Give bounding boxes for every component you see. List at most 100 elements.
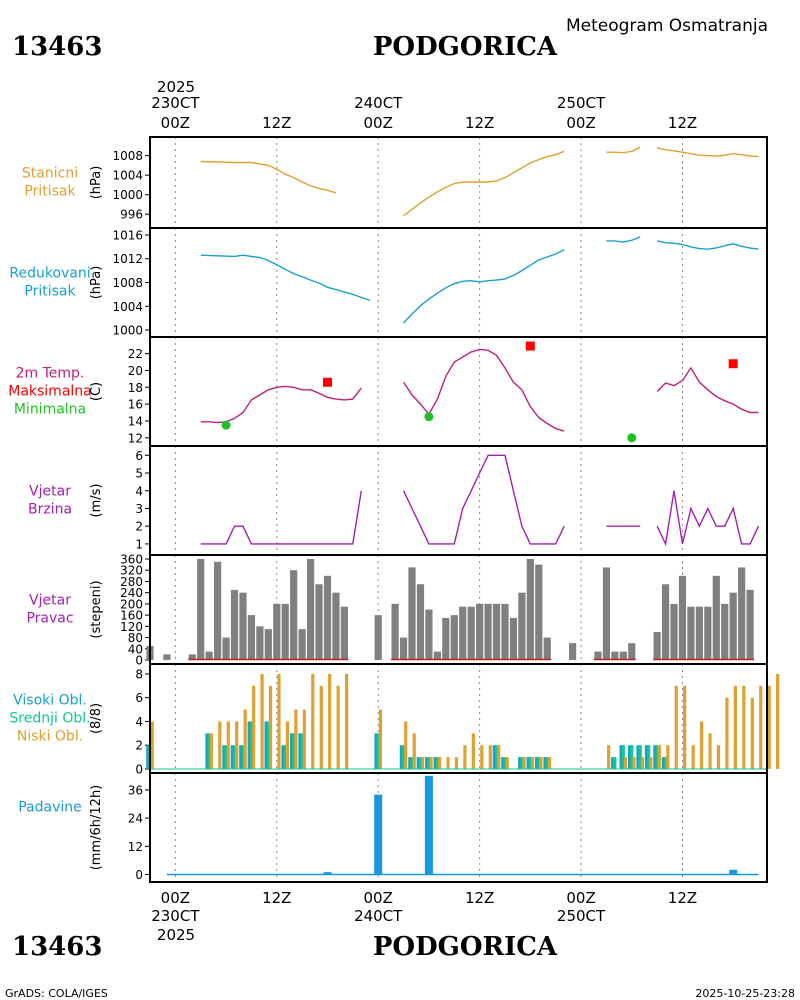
wind-direction-bar [340,606,348,660]
cloud-cover-bar [501,757,505,769]
wind-direction-bar [569,643,577,660]
y-tick-label: 40 [128,642,143,656]
time-label-bottom-date: 240CT [354,907,403,925]
time-label-bottom-hour: 00Z [566,889,595,907]
panel-label-line: Pravac [26,611,73,627]
panel-label-line: 2m Temp. [16,366,85,382]
y-tick-label: 14 [128,414,143,428]
cloud-cover-bar [636,745,640,769]
y-tick-label: 4 [135,715,143,729]
cloud-cover-bar [283,745,287,769]
footer-credit: GrADS: COLA/IGES [5,987,108,1000]
series-line [403,348,565,432]
cloud-cover-bar [412,733,416,769]
time-label-top-hour: 00Z [161,114,190,132]
wind-direction-bar [391,603,399,660]
time-label-bottom-hour: 12Z [262,889,291,907]
y-tick-label: 18 [128,381,143,395]
wind-direction-bar [281,603,289,660]
series-line [606,146,641,154]
cloud-cover-bar [319,685,323,769]
precipitation-bar [729,869,738,875]
y-tick-label: 2 [135,520,143,534]
y-tick-label: 160 [120,609,143,623]
cloud-cover-bar [281,745,285,769]
wind-direction-bar [222,637,230,660]
min-temp-marker [221,420,231,430]
series-line [656,240,759,250]
wind-direction-bar [729,592,737,660]
cloud-cover-bar [205,733,209,769]
y-tick-label: 24 [128,812,143,826]
wind-direction-bar [594,651,602,660]
cloud-cover-bar [666,745,670,769]
y-axis-unit-label: (hPa) [89,266,104,300]
panel-label-line: Minimalna [14,402,86,418]
y-tick-label: 5 [135,467,143,481]
cloud-cover-bar [266,721,270,769]
cloud-cover-bar [408,757,412,769]
y-axis-unit-label: (mm/6h/12h) [89,785,104,871]
y-tick-label: 280 [120,575,143,589]
cloud-cover-bar [520,757,524,769]
cloud-cover-bar [410,757,414,769]
wind-direction-bar [611,651,619,660]
cloud-cover-bar [294,709,298,769]
precipitation-bar [374,794,383,875]
panel-label-line: Pritisak [24,284,76,300]
cloud-cover-bar [661,757,665,769]
station-id-top: 13463 [12,32,102,62]
wind-direction-bar [298,629,306,660]
cloud-cover-bar [289,733,294,769]
cloud-cover-bar [497,745,501,769]
wind-direction-bar [678,575,687,660]
panel-frame [149,336,768,447]
cloud-cover-bar [344,673,349,769]
cloud-cover-bar [207,733,211,769]
cloud-cover-bar [311,673,315,769]
cloud-cover-bar [480,745,484,769]
station-id-bottom: 13463 [12,932,102,962]
cloud-cover-bar [492,745,496,769]
cloud-cover-bar [767,685,771,769]
y-axis-unit-label: (C) [89,382,104,401]
y-tick-label: 1000 [112,324,143,338]
cloud-cover-bar [518,757,522,769]
wind-direction-bar [214,561,222,660]
time-label-bottom-hour: 00Z [364,889,393,907]
panel-label-line: Redukovani [9,266,90,282]
panel-label-line: Stanicni [22,166,78,182]
wind-direction-bar [306,559,315,660]
cloud-cover-bar [376,733,380,769]
y-tick-label: 0 [135,654,143,668]
cloud-cover-bar [627,745,632,769]
time-label-bottom-date: 250CT [557,907,606,925]
y-tick-label: 1004 [112,169,143,183]
max-temp-marker [728,359,738,369]
wind-direction-bar [467,606,475,660]
wind-direction-bar [408,567,416,660]
cloud-cover-bar [534,757,539,769]
wind-direction-bar [602,567,611,660]
wind-direction-bar [188,654,196,660]
time-label-top-date: 250CT [557,94,606,112]
cloud-cover-bar [742,685,746,769]
series-line [402,454,565,545]
wind-direction-bar [619,651,627,660]
y-tick-label: 1000 [112,188,143,202]
y-tick-label: 8 [135,667,143,681]
wind-direction-bar [290,570,298,660]
panel-label-line: Vjetar [29,593,71,609]
cloud-cover-bar [488,745,492,769]
cloud-cover-bar [505,757,509,769]
cloud-cover-bar [708,733,712,769]
wind-direction-bar [239,592,247,660]
y-tick-label: 16 [128,398,143,412]
cloud-cover-bar [526,757,530,769]
cloud-cover-bar [494,745,499,769]
cloud-cover-bar [222,745,226,769]
cloud-cover-bar [416,757,420,769]
y-axis-unit-label: (stepeni) [89,580,104,638]
